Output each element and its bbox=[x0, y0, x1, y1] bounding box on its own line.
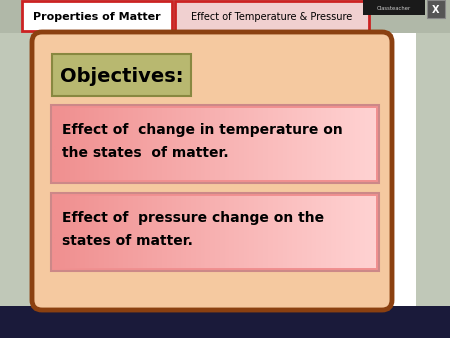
FancyBboxPatch shape bbox=[51, 105, 379, 183]
FancyBboxPatch shape bbox=[0, 0, 450, 33]
Text: Objectives:: Objectives: bbox=[60, 67, 184, 86]
FancyBboxPatch shape bbox=[32, 32, 392, 310]
Text: the states  of matter.: the states of matter. bbox=[62, 146, 229, 160]
Text: Classteacher: Classteacher bbox=[377, 6, 411, 11]
Text: Effect of  pressure change on the: Effect of pressure change on the bbox=[62, 211, 324, 225]
FancyBboxPatch shape bbox=[0, 306, 450, 338]
Text: Effect of Temperature & Pressure: Effect of Temperature & Pressure bbox=[191, 12, 353, 22]
FancyBboxPatch shape bbox=[22, 1, 172, 31]
FancyBboxPatch shape bbox=[427, 0, 445, 18]
Text: Effect of  change in temperature on: Effect of change in temperature on bbox=[62, 123, 343, 137]
Text: Properties of Matter: Properties of Matter bbox=[33, 12, 161, 22]
FancyBboxPatch shape bbox=[0, 316, 450, 338]
FancyBboxPatch shape bbox=[52, 54, 191, 96]
FancyBboxPatch shape bbox=[175, 1, 369, 31]
Text: states of matter.: states of matter. bbox=[62, 234, 193, 248]
FancyBboxPatch shape bbox=[32, 33, 416, 306]
FancyBboxPatch shape bbox=[363, 0, 425, 15]
FancyBboxPatch shape bbox=[51, 193, 379, 271]
Text: X: X bbox=[432, 5, 440, 15]
